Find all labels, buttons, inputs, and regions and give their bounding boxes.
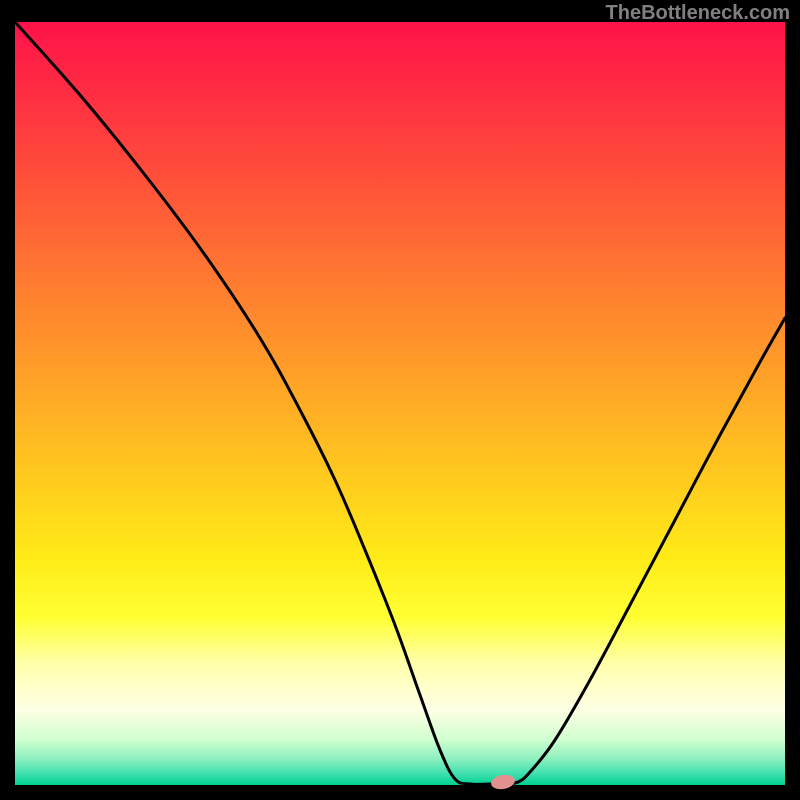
watermark-text: TheBottleneck.com bbox=[606, 2, 790, 25]
chart-svg bbox=[0, 0, 800, 800]
chart-container: { "chart": { "type": "line", "width": 80… bbox=[0, 0, 800, 800]
gradient-background bbox=[15, 22, 785, 785]
